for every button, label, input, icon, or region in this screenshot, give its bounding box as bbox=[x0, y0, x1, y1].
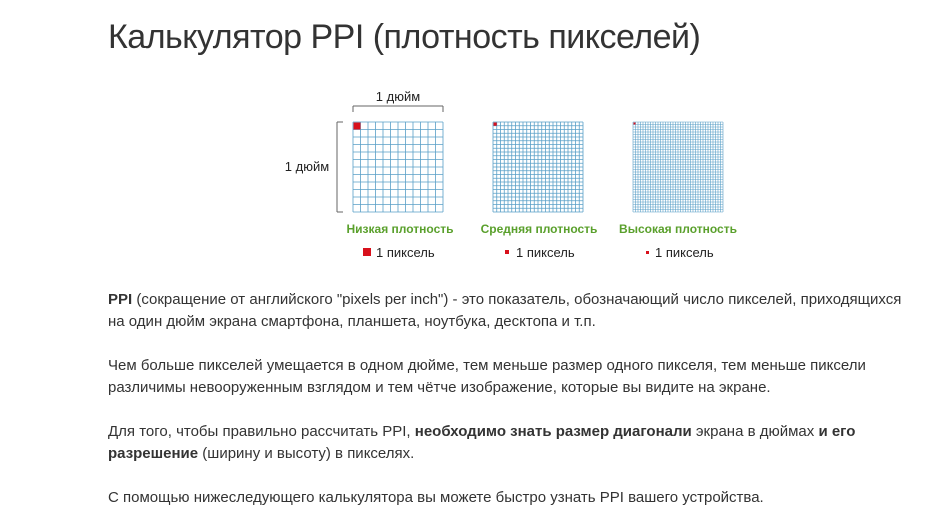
paragraph-density-explanation: Чем больше пикселей умещается в одном дю… bbox=[108, 357, 866, 396]
page-title: Калькулятор PPI (плотность пикселей) bbox=[108, 18, 701, 56]
paragraph-requirements: Для того, чтобы правильно рассчитать PPI… bbox=[108, 421, 908, 465]
dimension-marker-left bbox=[336, 121, 343, 213]
panel-medium-density: Средняя плотность 1 пиксель bbox=[481, 121, 598, 260]
panel-label-high: Высокая плотность bbox=[619, 222, 737, 236]
ppi-density-figure: 1 дюйм 1 дюйм Низкая плотность 1 пиксель… bbox=[285, 89, 737, 260]
dimension-label-top: 1 дюйм bbox=[376, 89, 420, 104]
panel-label-low: Низкая плотность bbox=[347, 222, 454, 236]
requirements-bold-1: необходимо знать размер диагонали bbox=[414, 423, 692, 440]
pixel-legend-high: 1 пиксель bbox=[655, 245, 714, 260]
requirements-text-2: экрана в дюймах bbox=[691, 423, 819, 440]
pixel-legend-low: 1 пиксель bbox=[376, 245, 435, 260]
pixel-swatch-low bbox=[363, 248, 371, 256]
definition-text: (сокращение от английского "pixels per i… bbox=[108, 291, 902, 330]
paragraph-calculator-intro: С помощью нижеследующего калькулятора вы… bbox=[108, 489, 764, 506]
pixel-grid-high bbox=[632, 121, 724, 213]
dimension-label-left: 1 дюйм bbox=[285, 159, 329, 174]
highlighted-pixel bbox=[353, 122, 361, 130]
panel-high-density: Высокая плотность 1 пиксель bbox=[619, 121, 737, 260]
paragraph-definition: PPI (сокращение от английского "pixels p… bbox=[108, 289, 908, 333]
grid-lines bbox=[492, 121, 584, 213]
pixel-legend-medium: 1 пиксель bbox=[516, 245, 575, 260]
panel-label-medium: Средняя плотность bbox=[481, 222, 598, 236]
requirements-bold-2: и его разрешение bbox=[108, 423, 856, 462]
highlighted-pixel bbox=[493, 122, 497, 126]
requirements-text-1: Для того, чтобы правильно рассчитать PPI… bbox=[108, 423, 415, 440]
requirements-text-3: (ширину и высоту) в пикселях. bbox=[198, 445, 415, 462]
term-ppi: PPI bbox=[108, 291, 133, 308]
pixel-swatch-medium bbox=[505, 250, 509, 254]
grid-lines bbox=[352, 121, 444, 213]
pixel-grid-medium bbox=[492, 121, 584, 213]
pixel-swatch-high bbox=[646, 251, 649, 254]
pixel-grid-low bbox=[352, 121, 444, 213]
grid-lines bbox=[632, 121, 724, 213]
panel-low-density: Низкая плотность 1 пиксель bbox=[347, 121, 454, 260]
highlighted-pixel bbox=[633, 122, 636, 125]
dimension-marker-top bbox=[352, 105, 444, 112]
article-body: PPI (сокращение от английского "pixels p… bbox=[108, 289, 908, 531]
